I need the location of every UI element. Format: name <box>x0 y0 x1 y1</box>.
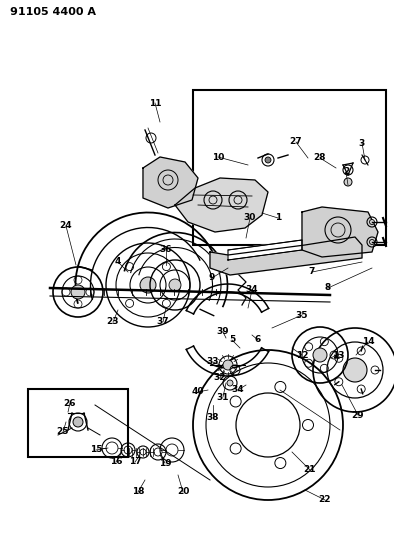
Circle shape <box>234 196 242 204</box>
Text: 17: 17 <box>129 457 141 466</box>
Text: 18: 18 <box>132 488 144 497</box>
Text: 12: 12 <box>296 351 308 359</box>
Text: 11: 11 <box>149 99 161 108</box>
Text: 23: 23 <box>107 318 119 327</box>
Text: 7: 7 <box>309 268 315 277</box>
Circle shape <box>370 239 375 245</box>
Text: 25: 25 <box>57 427 69 437</box>
Text: 34: 34 <box>232 385 244 394</box>
Text: 4: 4 <box>115 257 121 266</box>
Text: 8: 8 <box>325 284 331 293</box>
Text: 32: 32 <box>214 374 226 383</box>
Circle shape <box>73 417 83 427</box>
Text: 9: 9 <box>209 273 215 282</box>
Text: 40: 40 <box>192 387 204 397</box>
Text: 31: 31 <box>217 392 229 401</box>
Text: 34: 34 <box>246 286 258 295</box>
Text: 19: 19 <box>159 458 171 467</box>
Circle shape <box>331 223 345 237</box>
Text: 39: 39 <box>217 327 229 336</box>
Text: 10: 10 <box>212 152 224 161</box>
Bar <box>193 90 386 245</box>
Text: 30: 30 <box>244 214 256 222</box>
Circle shape <box>236 393 300 457</box>
Text: 26: 26 <box>64 399 76 408</box>
Text: 14: 14 <box>362 337 374 346</box>
Text: 35: 35 <box>296 311 308 319</box>
Text: 20: 20 <box>177 488 189 497</box>
Text: 16: 16 <box>110 457 122 466</box>
Text: 22: 22 <box>319 496 331 505</box>
Text: 5: 5 <box>229 335 235 344</box>
Polygon shape <box>302 207 378 257</box>
Text: 21: 21 <box>304 465 316 474</box>
Circle shape <box>227 380 233 386</box>
Text: 91105 4400 A: 91105 4400 A <box>10 7 96 17</box>
Text: 2: 2 <box>343 167 349 176</box>
Text: 27: 27 <box>290 138 302 147</box>
Circle shape <box>313 348 327 362</box>
Text: 37: 37 <box>157 318 169 327</box>
Text: 28: 28 <box>314 154 326 163</box>
Text: 36: 36 <box>160 246 172 254</box>
Text: 1: 1 <box>275 214 281 222</box>
Polygon shape <box>143 157 198 208</box>
Polygon shape <box>210 237 362 275</box>
Circle shape <box>140 277 156 293</box>
Circle shape <box>344 178 352 186</box>
Text: 3: 3 <box>359 139 365 148</box>
Circle shape <box>209 196 217 204</box>
Text: 33: 33 <box>207 358 219 367</box>
Polygon shape <box>175 178 268 232</box>
Circle shape <box>343 358 367 382</box>
Text: 24: 24 <box>59 222 72 230</box>
Circle shape <box>71 285 85 299</box>
Circle shape <box>370 220 375 224</box>
Text: 29: 29 <box>352 410 364 419</box>
Polygon shape <box>228 240 302 260</box>
Bar <box>28 389 128 457</box>
Text: 38: 38 <box>207 414 219 423</box>
Text: 13: 13 <box>332 351 344 359</box>
Circle shape <box>163 175 173 185</box>
Circle shape <box>265 157 271 163</box>
Text: 15: 15 <box>90 446 102 455</box>
Circle shape <box>223 360 233 370</box>
Circle shape <box>169 279 181 291</box>
Text: 6: 6 <box>255 335 261 344</box>
